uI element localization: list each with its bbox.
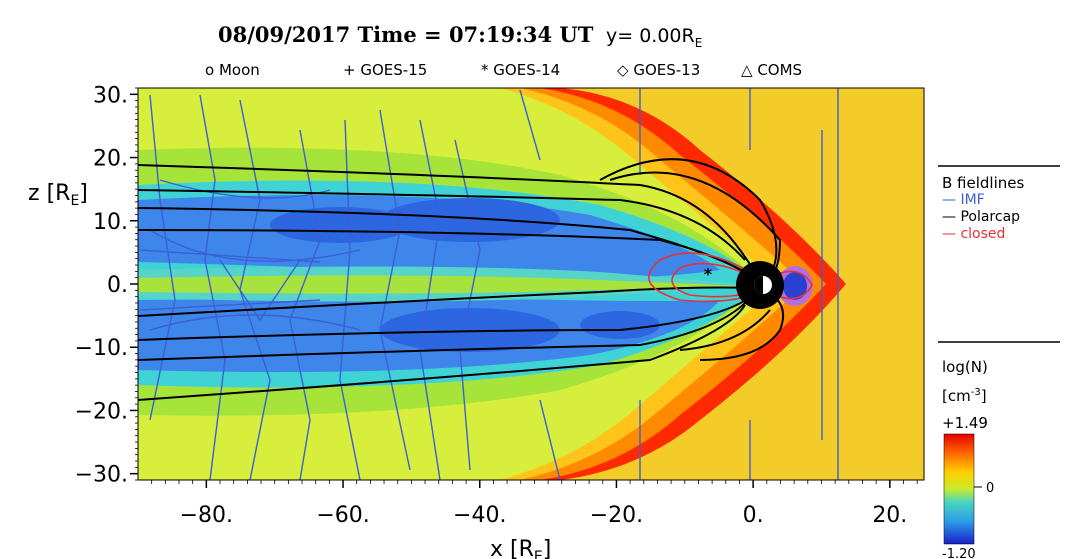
x-tick-label: 20. xyxy=(872,503,907,528)
plot-title-y: y= 0.00RE xyxy=(606,25,702,50)
polarcap-fieldlines xyxy=(138,158,784,401)
legend-coms: △ COMS xyxy=(741,61,802,79)
plus-symbol-icon: + xyxy=(343,61,356,79)
x-axis: −80. −60. −40. −20. 0. 20. xyxy=(151,480,918,528)
y-tick-label: 10. xyxy=(93,210,128,235)
colorbar-units: [cm-3] xyxy=(942,387,987,405)
goes14-marker-icon: * xyxy=(704,264,713,283)
y-tick-label: 30. xyxy=(93,83,128,108)
y-axis-label: z [RE] xyxy=(28,181,88,209)
y-tick-label: −20. xyxy=(75,399,128,424)
fieldline-legend: B fieldlines — IMF — Polarcap — closed xyxy=(938,165,1060,242)
legend-moon: o Moon xyxy=(205,61,260,79)
x-tick-label: 0. xyxy=(743,503,764,528)
legend-goes15: + GOES-15 xyxy=(343,61,427,79)
triangle-symbol-icon: △ xyxy=(741,61,753,79)
legend-closed: — closed xyxy=(942,226,1005,242)
moon-symbol-icon: o xyxy=(205,61,214,79)
y-tick-label: −30. xyxy=(75,463,128,488)
colorbar-gradient xyxy=(943,433,975,545)
imf-fieldlines xyxy=(139,88,839,480)
x-tick-label: −60. xyxy=(316,503,369,528)
colorbar: log(N) [cm-3] +1.49 0 -1.20 xyxy=(938,341,1060,559)
legend-polarcap: — Polarcap xyxy=(942,209,1020,225)
legend-goes13: ◇ GOES-13 xyxy=(617,61,700,79)
x-tick-label: −80. xyxy=(180,503,233,528)
y-tick-label: 20. xyxy=(93,147,128,172)
plot-title: 08/09/2017 Time = 07:19:34 UT xyxy=(218,22,594,47)
spacecraft-legend: o Moon + GOES-15 * GOES-14 ◇ GOES-13 △ C… xyxy=(205,61,802,79)
legend-imf: — IMF xyxy=(942,192,985,208)
density-map: * xyxy=(138,88,924,480)
closed-fieldlines xyxy=(648,252,813,303)
colorbar-title: log(N) xyxy=(942,358,988,376)
x-axis-label: x [RE] xyxy=(490,537,551,559)
diamond-symbol-icon: ◇ xyxy=(617,61,629,79)
y-axis: 30. 20. 10. 0. −10. −20. −30. xyxy=(75,83,138,488)
y-tick-label: 0. xyxy=(107,273,128,298)
x-tick-label: −20. xyxy=(590,503,643,528)
colorbar-max: +1.49 xyxy=(942,414,988,432)
fieldline-legend-title: B fieldlines xyxy=(942,174,1024,192)
legend-goes14: * GOES-14 xyxy=(481,61,560,79)
asterisk-symbol-icon: * xyxy=(481,61,489,79)
colorbar-min: -1.20 xyxy=(942,547,976,559)
colorbar-mid: 0 xyxy=(986,481,994,496)
y-tick-label: −10. xyxy=(75,336,128,361)
x-tick-label: −40. xyxy=(453,503,506,528)
